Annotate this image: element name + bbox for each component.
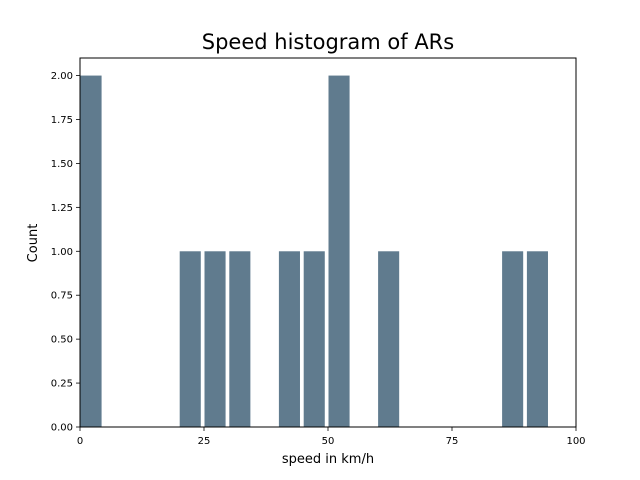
- histogram-bar: [229, 251, 251, 427]
- histogram-bar: [278, 251, 300, 427]
- y-tick-label: 2.00: [51, 71, 73, 82]
- y-axis-label: Count: [26, 224, 41, 263]
- y-tick-label: 0.50: [51, 335, 73, 346]
- histogram-bar: [80, 75, 102, 428]
- plot-frame: [79, 57, 577, 428]
- y-tick-label: 1.00: [51, 247, 73, 258]
- y-tick-label: 1.50: [51, 159, 73, 170]
- x-tick-label: 100: [566, 436, 585, 447]
- y-tick-label: 0.75: [51, 291, 73, 302]
- x-tick-label: 0: [77, 436, 83, 447]
- histogram-bar: [179, 251, 201, 427]
- histogram-bar: [526, 251, 548, 427]
- y-tick-label: 0.25: [51, 379, 73, 390]
- x-axis-ticks: 0 25 50 75 100: [77, 427, 586, 447]
- histogram-bar: [303, 251, 325, 427]
- histogram-bar: [502, 251, 524, 427]
- y-tick-label: 1.75: [51, 115, 73, 126]
- histogram-bar: [328, 75, 350, 428]
- histogram-bar: [204, 251, 226, 427]
- y-axis-ticks: 0.00 0.25 0.50 0.75 1.00 1.25 1.50 1.75 2.00: [51, 71, 80, 434]
- histogram-bar: [378, 251, 400, 427]
- x-tick-label: 75: [446, 436, 459, 447]
- x-tick-label: 25: [198, 436, 211, 447]
- y-tick-label: 1.25: [51, 203, 73, 214]
- chart-title: Speed histogram of ARs: [202, 30, 454, 54]
- x-tick-label: 50: [322, 436, 335, 447]
- bars-group: [80, 75, 548, 428]
- x-axis-label: speed in km/h: [282, 452, 374, 467]
- y-tick-label: 0.00: [51, 423, 73, 434]
